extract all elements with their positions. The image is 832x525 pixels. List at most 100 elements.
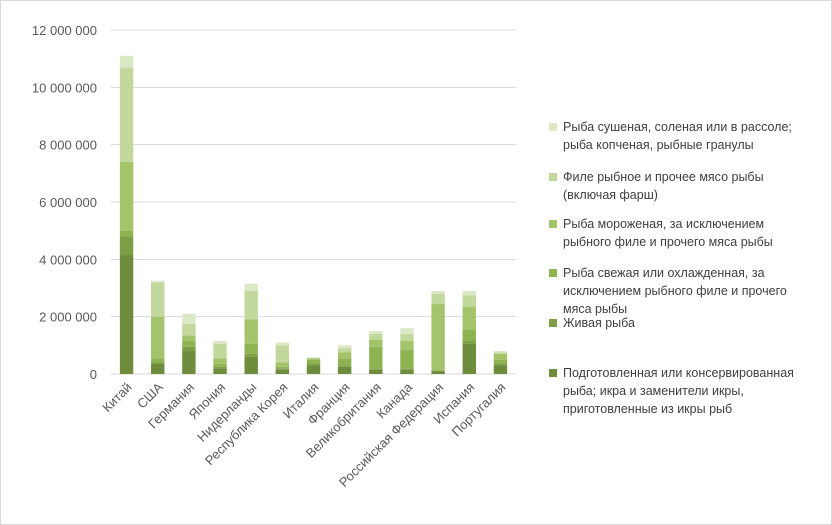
bar-segment [493, 351, 508, 353]
bar-segment [119, 67, 134, 162]
bar-segment [431, 371, 445, 374]
bar-segment [462, 306, 476, 330]
bar-segment [337, 365, 352, 367]
legend-line: Живая рыба [563, 316, 635, 330]
legend-entry: Живая рыба [563, 316, 635, 330]
bars [119, 55, 508, 374]
legend-swatch [549, 123, 557, 131]
bar-segment [493, 359, 508, 364]
legend: Рыба сушеная, соленая или в рассоле; рыба… [549, 120, 794, 416]
bar-segment [306, 359, 321, 364]
bar-segment [275, 366, 290, 369]
bar-segment [182, 335, 196, 342]
x-tick-label: Китай [99, 380, 134, 415]
bar-segment [275, 345, 290, 363]
legend-swatch [549, 220, 557, 228]
bar-segment [431, 369, 445, 371]
bar-segment [400, 328, 414, 334]
bar-segment [244, 290, 258, 320]
bar-segment [213, 363, 227, 367]
legend-entry: Рыба сушеная, соленая или в рассоле; рыба… [563, 120, 792, 152]
bar-segment [119, 55, 134, 68]
bar-segment [337, 358, 352, 366]
bar-segment [369, 369, 383, 374]
bar-segment [369, 339, 383, 347]
legend-line: приготовленные из икры рыб [563, 402, 732, 416]
bar-segment [337, 366, 352, 374]
bar-segment [462, 329, 476, 342]
legend-line: исключением рыбного филе и прочего [563, 284, 787, 298]
bar-segment [431, 291, 445, 295]
bar-segment [462, 290, 476, 296]
bar-segment [275, 368, 290, 370]
bar-segment [182, 341, 196, 347]
legend-line: (включая фарш) [563, 188, 658, 202]
bar-segment [151, 282, 165, 317]
y-tick-label: 8 000 000 [39, 138, 97, 153]
bar-segment [151, 363, 165, 374]
bar-segment [182, 313, 196, 324]
bar-segment [337, 348, 352, 353]
bar-segment [306, 357, 321, 359]
gridlines [111, 29, 516, 375]
bar-segment [119, 255, 134, 374]
y-tick-label: 0 [90, 367, 97, 382]
bar-segment [369, 331, 383, 334]
bar-segment [182, 346, 196, 352]
legend-swatch [549, 369, 557, 377]
bar-segment [213, 358, 227, 364]
legend-line: Рыба свежая или охлажденная, за [563, 266, 765, 280]
legend-line: Рыба сушеная, соленая или в рассоле; [563, 120, 792, 134]
legend-line: рыбного филе и прочего мяса рыбы [563, 235, 773, 249]
bar-segment [493, 353, 508, 360]
y-tick-label: 12 000 000 [32, 23, 97, 38]
bar-segment [244, 319, 258, 344]
bar-segment [400, 349, 414, 369]
bar-segment [306, 365, 321, 374]
bar-segment [182, 351, 196, 374]
bar-segment [119, 236, 134, 256]
bar-segment [400, 333, 414, 342]
bar-segment [493, 365, 508, 374]
x-axis-tick-labels: Китай СШАГерманияЯпонияНидерландыРеспубли… [99, 379, 508, 490]
bar-segment [213, 368, 227, 374]
legend-entry: Рыба мороженая, за исключением рыбного фи… [563, 217, 773, 249]
bar-segment [431, 304, 445, 370]
y-tick-label: 6 000 000 [39, 195, 97, 210]
legend-line: мяса рыбы [563, 302, 627, 316]
bar-segment [369, 333, 383, 340]
bar-segment [369, 368, 383, 370]
y-tick-label: 10 000 000 [32, 80, 97, 95]
bar-segment [213, 366, 227, 369]
bar-segment [275, 342, 290, 346]
legend-swatch [549, 269, 557, 277]
bar-segment [306, 358, 321, 360]
y-tick-label: 4 000 000 [39, 252, 97, 267]
legend-swatch [549, 319, 557, 327]
bar-segment [151, 362, 165, 364]
bar-segment [244, 353, 258, 357]
legend-line: рыба копченая, рыбные гранулы [563, 138, 754, 152]
bar-segment [213, 341, 227, 344]
bar-segment [151, 280, 165, 283]
bar-segment [182, 323, 196, 336]
bar-segment [244, 283, 258, 291]
bar-segment [213, 343, 227, 359]
bar-segment [462, 343, 476, 374]
bar-segment [400, 369, 414, 374]
bar-segment [306, 363, 321, 366]
legend-entry: Подготовленная или консервированная рыба;… [563, 366, 794, 416]
bar-segment [151, 316, 165, 359]
legend-line: Подготовленная или консервированная [563, 366, 794, 380]
bar-segment [369, 346, 383, 369]
y-tick-label: 2 000 000 [39, 310, 97, 325]
bar-segment [493, 352, 508, 354]
legend-entry: Рыба свежая или охлажденная, за исключени… [563, 266, 787, 316]
bar-segment [462, 295, 476, 307]
bar-segment [337, 345, 352, 349]
bar-segment [275, 362, 290, 367]
bar-segment [400, 341, 414, 350]
bar-segment [462, 341, 476, 344]
